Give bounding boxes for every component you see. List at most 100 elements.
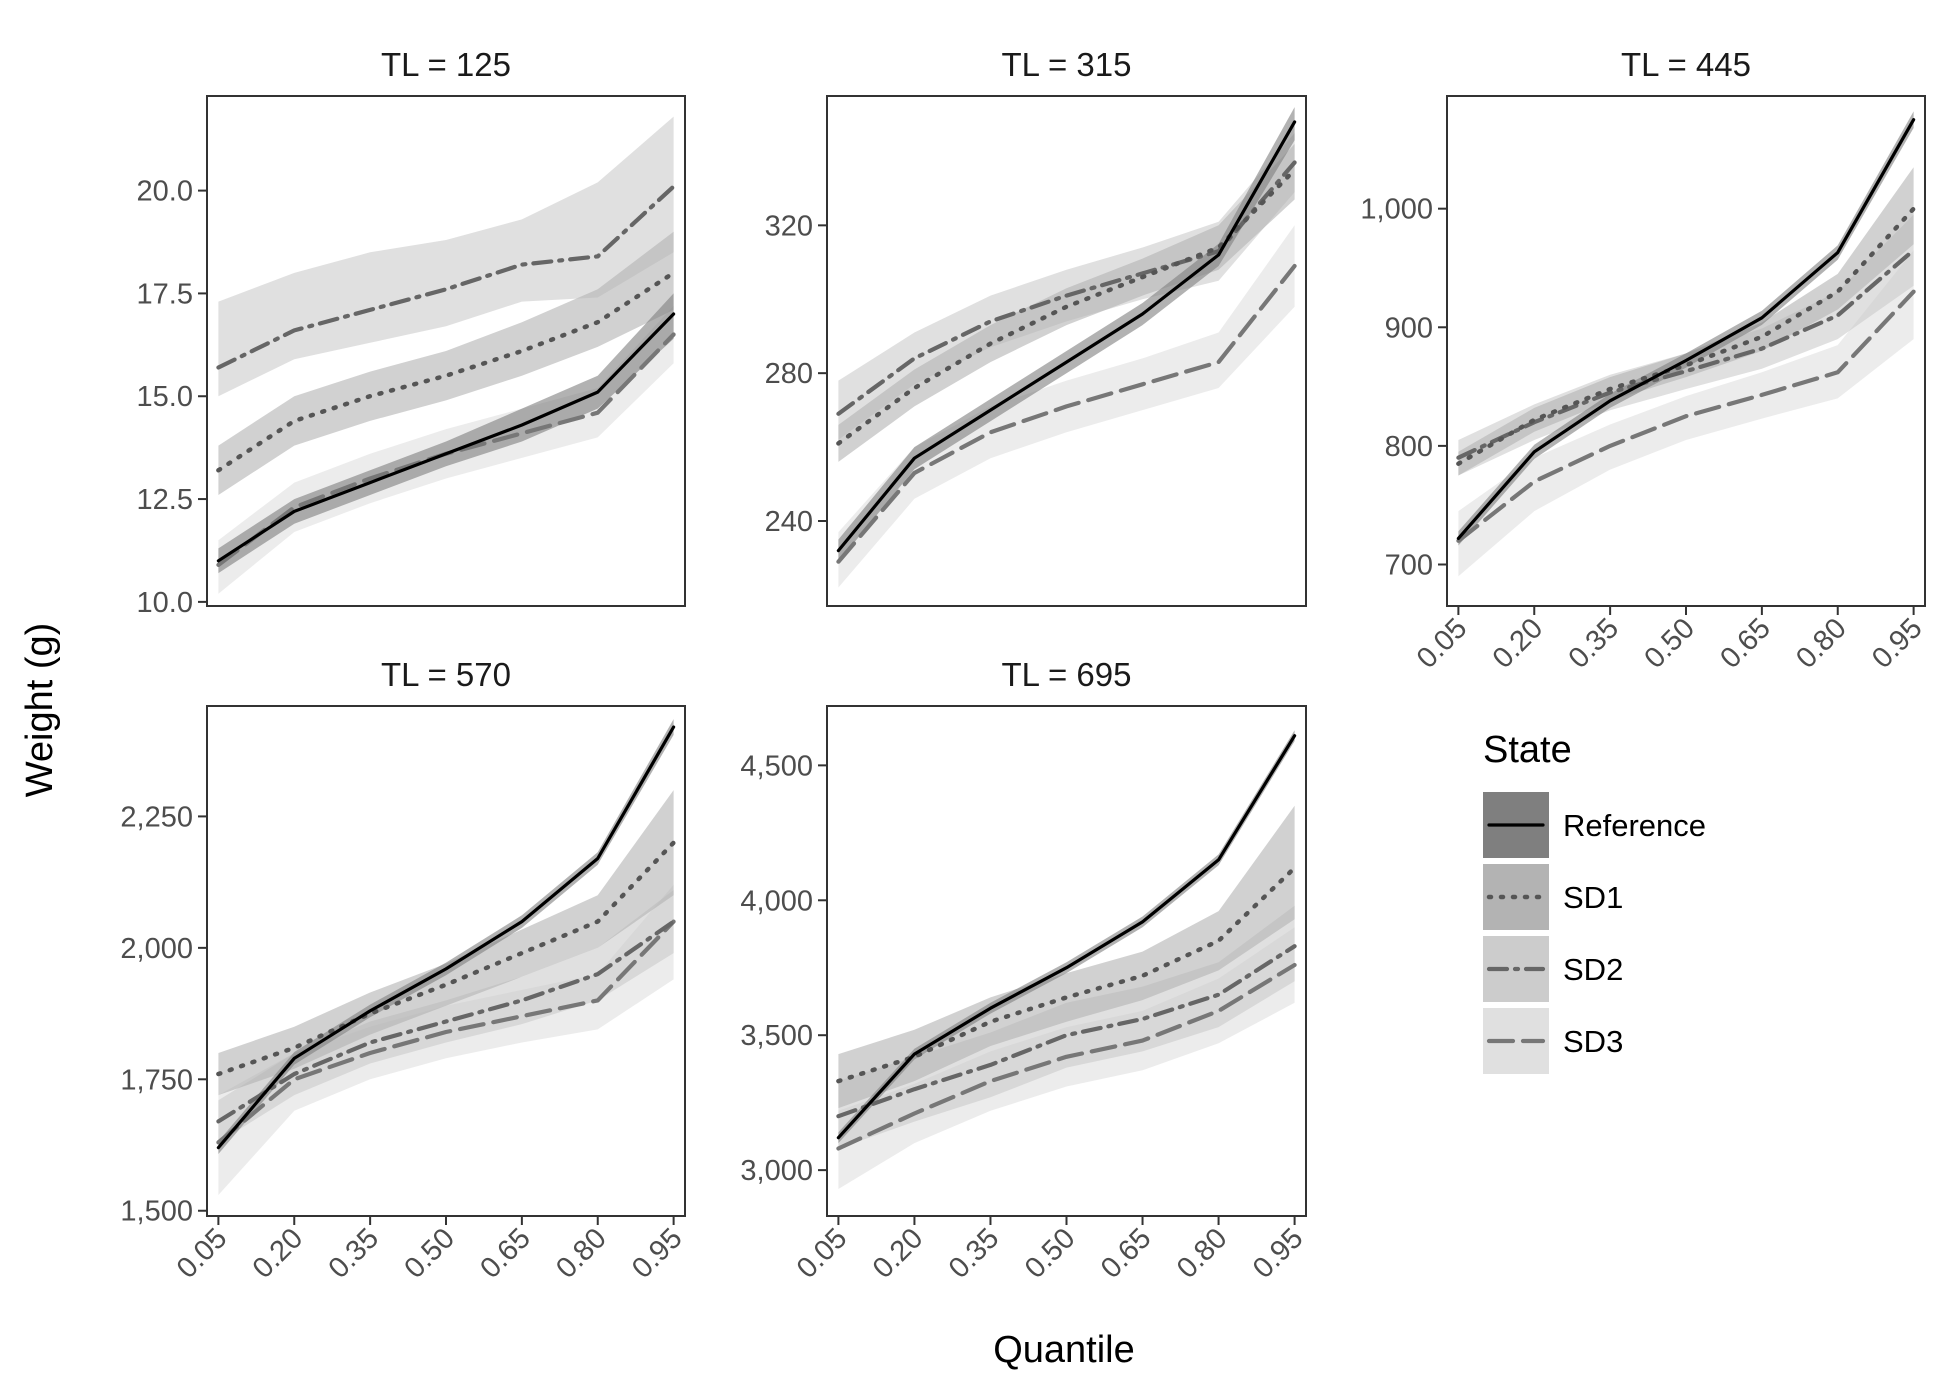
plot-area [836, 107, 1297, 588]
plot-area [216, 116, 676, 594]
y-tick-label: 10.0 [137, 587, 193, 619]
x-tick-label: 0.35 [323, 1222, 386, 1285]
x-tick-label: 0.65 [1714, 612, 1777, 675]
legend-label: SD1 [1563, 880, 1623, 915]
y-tick-label: 17.5 [137, 278, 193, 310]
series-line-sd3 [836, 263, 1297, 564]
y-tick-label: 4,500 [740, 750, 813, 782]
x-tick-label: 0.50 [1019, 1222, 1082, 1285]
x-tick-label: 0.20 [1487, 612, 1550, 675]
plot-area [216, 719, 676, 1195]
legend-keys: Reference SD1 SD2 SD3 [1483, 792, 1706, 1074]
legend-label: Reference [1563, 808, 1706, 843]
x-axis-title: Quantile [993, 1329, 1135, 1371]
legend-item-sd2: SD2 [1483, 936, 1623, 1002]
series-line-sd2 [836, 944, 1297, 1119]
legend-item-reference: Reference [1483, 792, 1706, 858]
series-line-sd1 [216, 840, 676, 1077]
y-tick-label: 12.5 [137, 484, 193, 516]
x-tick-label: 0.20 [867, 1222, 930, 1285]
confidence-band-sd1 [838, 144, 1295, 462]
x-tick-label: 0.05 [1411, 612, 1474, 675]
facet-title: TL = 570 [381, 656, 511, 693]
confidence-band-sd1 [218, 790, 674, 1096]
panel-border [206, 95, 686, 607]
confidence-band-sd1 [218, 231, 674, 495]
y-axis-title: Weight (g) [19, 623, 61, 798]
series-line-reference [836, 120, 1297, 553]
series-line-sd1 [216, 270, 676, 473]
x-tick-label: 0.50 [398, 1222, 461, 1285]
series-line-sd1 [836, 167, 1297, 446]
facet-title: TL = 125 [381, 46, 511, 83]
y-tick-label: 2,250 [120, 801, 193, 833]
series-line-sd3 [1456, 289, 1916, 543]
y-tick-label: 900 [1385, 312, 1433, 344]
facet-title: TL = 695 [1002, 656, 1132, 693]
confidence-band-sd3 [1458, 250, 1914, 577]
series-line-sd2 [216, 184, 676, 370]
series-line-sd1 [1456, 206, 1916, 466]
y-tick-label: 15.0 [137, 381, 193, 413]
confidence-band-reference [218, 293, 674, 574]
series-line-sd3 [216, 919, 676, 1145]
x-tick-label: 0.65 [1095, 1222, 1158, 1285]
chart-panels: TL = 125 10.0 12.5 15.0 17.5 20.0 TL = 315 240 2… [120, 46, 1928, 1285]
facet-panel: TL = 695 3,000 3,500 4,000 4,500 0.05 0.20 0.35… [740, 656, 1309, 1285]
confidence-band-sd2 [838, 905, 1295, 1149]
legend-label: SD3 [1563, 1024, 1623, 1059]
x-tick-label: 0.05 [791, 1222, 854, 1285]
legend: State Reference SD1 SD2 SD3 [1483, 729, 1706, 1074]
y-tick-label: 1,000 [1360, 194, 1433, 226]
legend-label: SD2 [1563, 952, 1623, 987]
series-line-reference [836, 734, 1297, 1140]
x-tick-label: 0.65 [474, 1222, 537, 1285]
x-tick-label: 0.05 [171, 1222, 234, 1285]
facet-panel: TL = 125 10.0 12.5 15.0 17.5 20.0 [137, 46, 686, 619]
y-tick-label: 1,750 [120, 1064, 193, 1096]
x-tick-label: 0.20 [247, 1222, 310, 1285]
series-line-reference [216, 725, 676, 1150]
y-tick-label: 700 [1385, 549, 1433, 581]
y-tick-label: 2,000 [120, 933, 193, 965]
x-tick-label: 0.95 [1247, 1222, 1310, 1285]
series-line-sd3 [836, 962, 1297, 1151]
facet-title: TL = 315 [1002, 46, 1132, 83]
legend-item-sd1: SD1 [1483, 864, 1623, 930]
x-tick-label: 0.80 [1790, 612, 1853, 675]
facet-panel: TL = 570 1,500 1,750 2,000 2,250 0.05 0.20 0.35… [120, 656, 688, 1285]
y-tick-label: 4,000 [740, 885, 813, 917]
plot-area [1456, 111, 1916, 577]
plot-area [836, 730, 1297, 1189]
confidence-band-sd1 [1458, 167, 1914, 476]
y-tick-label: 3,500 [740, 1020, 813, 1052]
y-tick-label: 800 [1385, 431, 1433, 463]
confidence-band-sd2 [218, 116, 674, 397]
facet-title: TL = 445 [1621, 46, 1751, 83]
legend-title: State [1483, 729, 1572, 771]
facet-panel: TL = 315 240 280 320 [765, 46, 1307, 607]
series-line-reference [216, 312, 676, 563]
series-line-sd1 [836, 865, 1297, 1084]
x-tick-label: 0.95 [1866, 612, 1929, 675]
series-line-sd2 [216, 919, 676, 1124]
series-line-sd2 [836, 160, 1297, 416]
y-tick-label: 20.0 [137, 176, 193, 208]
y-tick-label: 240 [765, 506, 813, 538]
x-tick-label: 0.35 [943, 1222, 1006, 1285]
x-tick-label: 0.80 [550, 1222, 613, 1285]
x-tick-label: 0.80 [1171, 1222, 1234, 1285]
panel-border [826, 95, 1307, 607]
x-tick-label: 0.95 [626, 1222, 689, 1285]
x-tick-label: 0.35 [1563, 612, 1626, 675]
series-line-reference [1456, 118, 1916, 541]
y-tick-label: 320 [765, 210, 813, 242]
y-tick-label: 280 [765, 358, 813, 390]
legend-item-sd3: SD3 [1483, 1008, 1623, 1074]
confidence-band-sd2 [218, 890, 674, 1143]
y-tick-label: 3,000 [740, 1155, 813, 1187]
x-tick-label: 0.50 [1638, 612, 1701, 675]
y-tick-label: 1,500 [120, 1196, 193, 1228]
